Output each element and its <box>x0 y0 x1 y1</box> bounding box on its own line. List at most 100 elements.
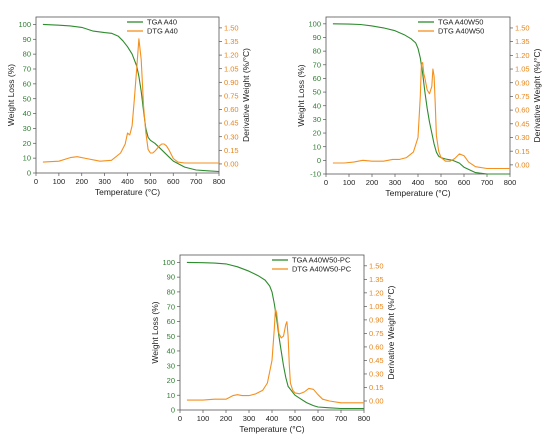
chart-3-y-tick-label: 100 <box>162 258 175 267</box>
chart-1-y2-tick-label: 1.20 <box>224 51 239 60</box>
chart-2-x-tick-label: 700 <box>481 178 494 187</box>
chart-1-x-tick-label: 300 <box>98 177 111 186</box>
chart-3-y-tick-label: 20 <box>167 376 175 385</box>
chart-1-x-tick-label: 400 <box>121 177 134 186</box>
chart-2-y-tick-label: -10 <box>310 170 321 179</box>
chart-3-y2-tick-label: 1.35 <box>369 275 384 284</box>
chart-3-x-tick-label: 200 <box>220 414 233 423</box>
chart-2: 0 100 200 300 400 500 600 700 800-10010203040506… <box>296 16 542 198</box>
chart-3-x-tick-label: 700 <box>335 414 348 423</box>
chart-2-y-tick-label: 50 <box>313 88 321 97</box>
chart-2-x-tick-label: 200 <box>366 178 379 187</box>
chart-3-y-tick-label: 30 <box>167 361 175 370</box>
chart-1-y-tick-label: 0 <box>27 169 31 178</box>
chart-2-y2-tick-label: 0.45 <box>515 119 530 128</box>
chart-1-x-axis-label: Temperature (°C) <box>95 187 160 197</box>
chart-2-x-tick-label: 500 <box>435 178 448 187</box>
chart-2-y-tick-label: 40 <box>313 101 321 110</box>
chart-2-legend-label: TGA A40W50 <box>438 18 483 27</box>
chart-1-legend-label: DTG A40 <box>147 27 178 36</box>
chart-2-plot-frame <box>325 16 511 175</box>
chart-3: 0 100 200 300 400 500 600 700 800 0 10 20 30 40 50 60 70… <box>150 254 396 434</box>
chart-1-y2-tick-label: 0.15 <box>224 146 239 155</box>
chart-3-y-tick-label: 10 <box>167 391 175 400</box>
chart-1-y2-tick-label: 0.90 <box>224 78 239 87</box>
chart-2-y-tick-label: 60 <box>313 74 321 83</box>
chart-1-y-tick-label: 70 <box>23 65 31 74</box>
chart-2-y2-tick-label: 0.15 <box>515 147 530 156</box>
chart-1-y2-tick-label: 0.45 <box>224 119 239 128</box>
chart-1-x-tick-label: 700 <box>190 177 203 186</box>
chart-3-y2-tick-label: 1.50 <box>369 261 384 270</box>
chart-2-y2-tick-label: 0.90 <box>515 78 530 87</box>
chart-3-y2-tick-label: 0.90 <box>369 315 384 324</box>
chart-2-y2-tick-label: 0.75 <box>515 92 530 101</box>
chart-1-plot-frame <box>35 16 220 174</box>
chart-1-y-tick-label: 20 <box>23 139 31 148</box>
chart-2-y2-tick-label: 0.00 <box>515 160 530 169</box>
chart-1-y2-tick-label: 1.35 <box>224 37 239 46</box>
chart-3-plot-frame <box>179 254 365 411</box>
chart-3-legend-label: TGA A40W50-PC <box>292 256 351 265</box>
chart-1-y2-tick-label: 1.50 <box>224 23 239 32</box>
chart-2-y2-tick-label: 0.60 <box>515 106 530 115</box>
chart-1-y-tick-label: 100 <box>18 20 31 29</box>
chart-3-y-tick-label: 90 <box>167 273 175 282</box>
chart-1-legend-label: TGA A40 <box>147 18 177 27</box>
chart-1-y-tick-label: 90 <box>23 35 31 44</box>
chart-3-y2-axis-label: Derivative Weight (%/°C) <box>386 285 396 379</box>
chart-1-series-dtg-line <box>42 38 219 164</box>
chart-2-x-tick-label: 800 <box>504 178 517 187</box>
chart-3-y-tick-label: 0 <box>171 406 175 415</box>
chart-3-y2-tick-label: 1.05 <box>369 302 384 311</box>
chart-3-y2-tick-label: 0.45 <box>369 356 384 365</box>
chart-2-y-tick-label: 90 <box>313 33 321 42</box>
chart-3-y-tick-label: 80 <box>167 288 175 297</box>
chart-3-series-dtg-line <box>186 308 364 404</box>
chart-1-x-tick-label: 500 <box>144 177 157 186</box>
chart-3-legend-label: DTG A40W50-PC <box>292 265 352 274</box>
chart-1-y-tick-label: 80 <box>23 50 31 59</box>
chart-2-y2-tick-label: 1.35 <box>515 37 530 46</box>
chart-1-y-tick-label: 40 <box>23 109 31 118</box>
chart-2-series-dtg-line <box>332 62 510 170</box>
chart-3-y-tick-label: 40 <box>167 347 175 356</box>
chart-2-x-axis-label: Temperature (°C) <box>385 188 450 198</box>
chart-2-y-tick-label: 30 <box>313 115 321 124</box>
chart-1-y-axis-label: Weight Loss (%) <box>6 64 16 126</box>
chart-1-y2-tick-label: 1.05 <box>224 64 239 73</box>
chart-1-y-tick-label: 60 <box>23 79 31 88</box>
chart-3-x-tick-label: 100 <box>197 414 210 423</box>
chart-1-y2-tick-label: 0.00 <box>224 160 239 169</box>
chart-3-x-tick-label: 800 <box>358 414 371 423</box>
chart-2-x-tick-label: 100 <box>343 178 356 187</box>
chart-1-y-tick-label: 50 <box>23 94 31 103</box>
chart-3-y2-tick-label: 0.75 <box>369 329 384 338</box>
chart-2-y-tick-label: 10 <box>313 142 321 151</box>
chart-3-y-tick-label: 60 <box>167 317 175 326</box>
chart-2-y2-tick-label: 1.50 <box>515 24 530 33</box>
chart-1-x-tick-label: 600 <box>167 177 180 186</box>
chart-1-y2-axis-label: Derivative Weight (%/°C) <box>241 48 251 142</box>
chart-3-x-axis-label: Temperature (°C) <box>239 424 304 434</box>
chart-3-x-tick-label: 0 <box>178 414 182 423</box>
chart-2-y2-tick-label: 0.30 <box>515 133 530 142</box>
chart-2-x-tick-label: 0 <box>324 178 328 187</box>
chart-3-y2-tick-label: 0.60 <box>369 343 384 352</box>
chart-3-y-axis-label: Weight Loss (%) <box>150 301 160 363</box>
chart-2-x-tick-label: 600 <box>458 178 471 187</box>
chart-2-y2-axis-label: Derivative Weight (%/°C) <box>532 48 542 142</box>
chart-1-y-tick-label: 30 <box>23 124 31 133</box>
chart-3-x-tick-label: 600 <box>312 414 325 423</box>
chart-2-x-tick-label: 400 <box>412 178 425 187</box>
chart-1-y2-tick-label: 0.60 <box>224 105 239 114</box>
chart-2-y2-tick-label: 1.20 <box>515 51 530 60</box>
chart-3-series-tga-line <box>186 261 364 410</box>
chart-3-y2-tick-label: 0.00 <box>369 397 384 406</box>
chart-3-y-tick-label: 50 <box>167 332 175 341</box>
chart-2-y-tick-label: 100 <box>308 19 321 28</box>
chart-1-y2-tick-label: 0.75 <box>224 92 239 101</box>
chart-1: 0 100 200 300 400 500 600 700 800 0 10 20 30 40 50 60 70… <box>6 16 251 197</box>
